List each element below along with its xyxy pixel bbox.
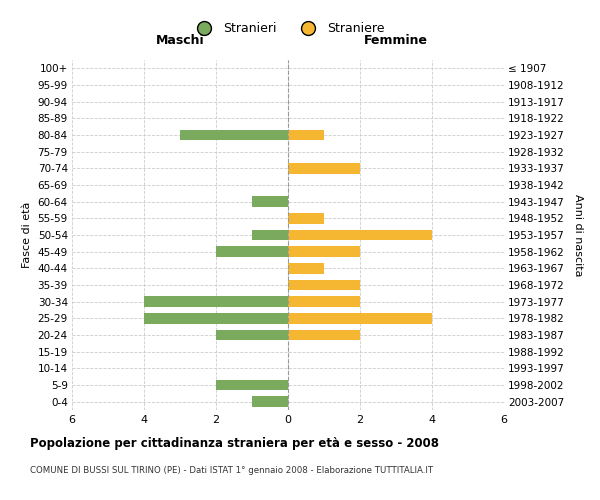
Bar xyxy=(216,330,288,340)
Bar xyxy=(288,263,324,274)
Text: Femmine: Femmine xyxy=(364,34,428,46)
Bar xyxy=(252,230,288,240)
Y-axis label: Fasce di età: Fasce di età xyxy=(22,202,32,268)
Bar xyxy=(288,246,360,257)
Bar xyxy=(180,130,288,140)
Text: COMUNE DI BUSSI SUL TIRINO (PE) - Dati ISTAT 1° gennaio 2008 - Elaborazione TUTT: COMUNE DI BUSSI SUL TIRINO (PE) - Dati I… xyxy=(30,466,433,475)
Bar xyxy=(252,396,288,407)
Bar xyxy=(288,330,360,340)
Bar xyxy=(288,280,360,290)
Bar xyxy=(288,230,432,240)
Bar xyxy=(144,296,288,307)
Bar xyxy=(288,313,432,324)
Legend: Stranieri, Straniere: Stranieri, Straniere xyxy=(187,18,389,40)
Bar xyxy=(288,130,324,140)
Bar xyxy=(288,296,360,307)
Text: Popolazione per cittadinanza straniera per età e sesso - 2008: Popolazione per cittadinanza straniera p… xyxy=(30,438,439,450)
Text: Maschi: Maschi xyxy=(155,34,205,46)
Bar xyxy=(288,163,360,174)
Bar xyxy=(252,196,288,207)
Bar xyxy=(288,213,324,224)
Bar xyxy=(216,246,288,257)
Y-axis label: Anni di nascita: Anni di nascita xyxy=(573,194,583,276)
Bar xyxy=(144,313,288,324)
Bar xyxy=(216,380,288,390)
